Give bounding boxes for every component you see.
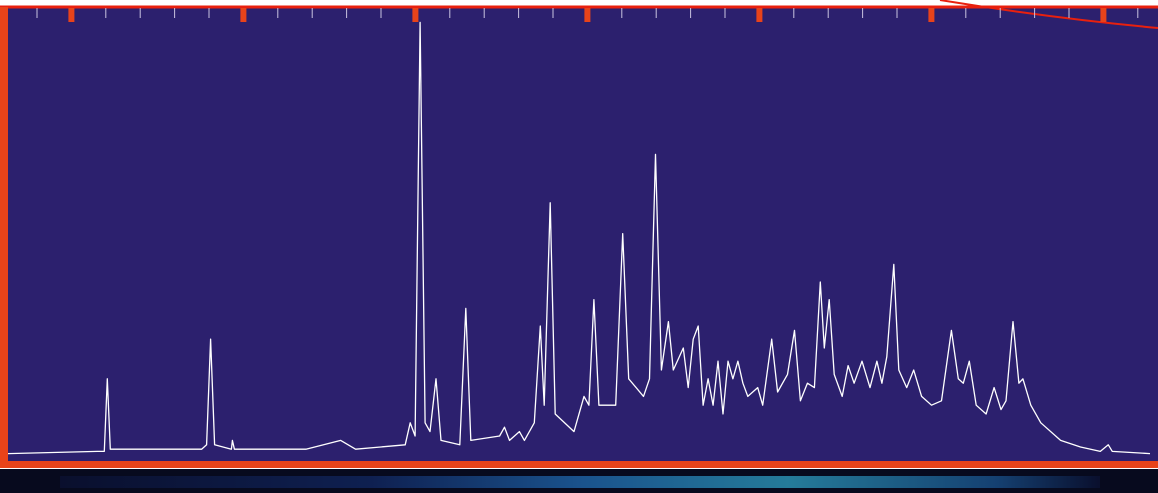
major-tick (928, 8, 934, 22)
major-tick (68, 8, 74, 22)
major-tick (1100, 8, 1106, 22)
minor-tick (37, 8, 38, 18)
minor-tick (518, 8, 519, 18)
major-tick (756, 8, 762, 22)
minor-tick (1034, 8, 1035, 18)
plot-area (8, 8, 1158, 462)
minor-tick (793, 8, 794, 18)
major-tick (240, 8, 246, 22)
left-border (0, 7, 8, 467)
minor-tick (1137, 8, 1138, 18)
minor-tick (1069, 8, 1070, 18)
minor-tick (381, 8, 382, 18)
minor-tick (965, 8, 966, 18)
bottom-border (0, 461, 1158, 468)
major-tick (412, 8, 418, 22)
minor-tick (277, 8, 278, 18)
spectrum-view (0, 0, 1158, 493)
minor-tick (725, 8, 726, 18)
spectrum-strip (60, 476, 1100, 488)
minor-tick (828, 8, 829, 18)
minor-tick (621, 8, 622, 18)
major-tick (584, 8, 590, 22)
minor-tick (312, 8, 313, 18)
minor-tick (553, 8, 554, 18)
minor-tick (897, 8, 898, 18)
minor-tick (484, 8, 485, 18)
minor-tick (690, 8, 691, 18)
minor-tick (449, 8, 450, 18)
minor-tick (209, 8, 210, 18)
minor-tick (1000, 8, 1001, 18)
minor-tick (656, 8, 657, 18)
minor-tick (174, 8, 175, 18)
minor-tick (346, 8, 347, 18)
minor-tick (140, 8, 141, 18)
minor-tick (105, 8, 106, 18)
minor-tick (862, 8, 863, 18)
